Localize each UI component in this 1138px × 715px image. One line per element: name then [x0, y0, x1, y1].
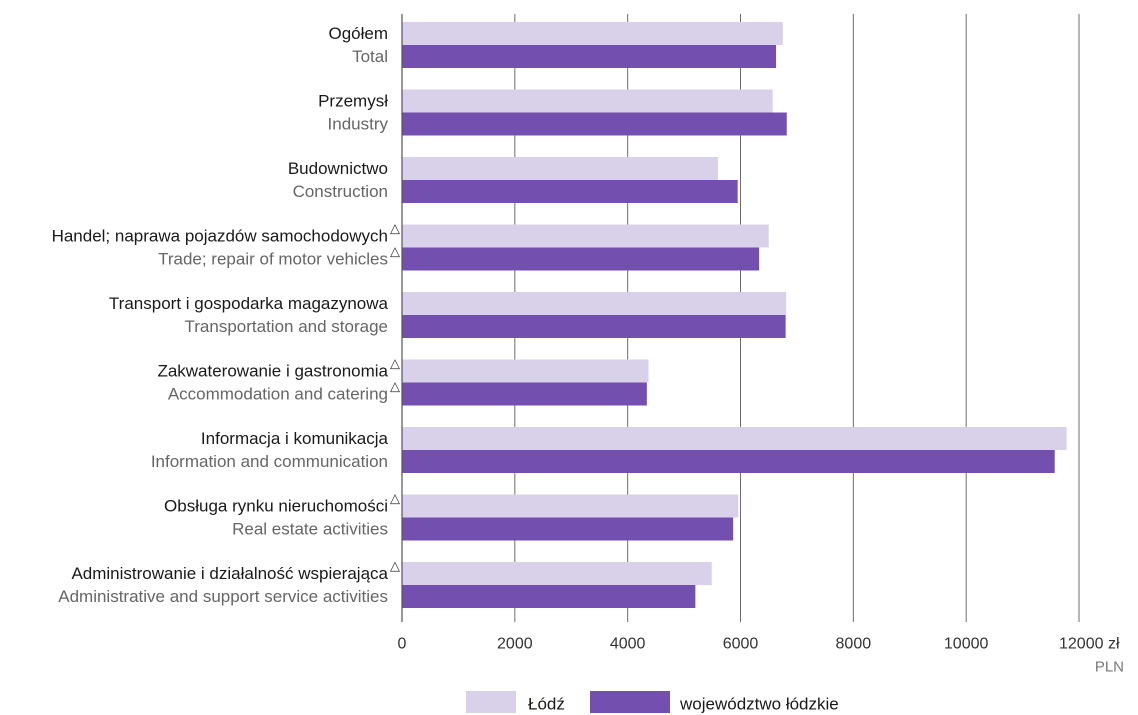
x-tick-label: 8000: [836, 636, 872, 653]
category-label-en: Construction: [293, 182, 388, 201]
triangle-marker: △: [390, 491, 400, 506]
bar-lodz: [402, 22, 783, 45]
bar-lodz: [402, 494, 739, 518]
bar-lodz: [402, 292, 787, 315]
x-tick-label: 10000: [944, 636, 989, 653]
x-axis-ticks: 0 2000 4000 6000 8000 10000 12000 zł PLN: [398, 636, 1124, 676]
x-tick-label: 4000: [610, 636, 646, 653]
triangle-marker: △: [390, 558, 400, 573]
x-tick-label: 0: [398, 636, 407, 653]
category-label-pl: Transport i gospodarka magazynowa: [109, 294, 389, 313]
bar-wojewodztwo: [402, 180, 738, 203]
triangle-marker: △: [390, 379, 400, 394]
legend-label-lodz: Łódź: [528, 695, 565, 714]
bar-wojewodztwo: [402, 382, 647, 406]
category-label-pl: Zakwaterowanie i gastronomia: [157, 362, 388, 381]
bar-wojewodztwo: [402, 517, 734, 541]
category-label-pl: Przemysł: [318, 92, 388, 111]
bar-wojewodztwo: [402, 585, 696, 608]
category-labels: Ogółem Total Przemysł Industry Budownictwo Co…: [52, 24, 400, 606]
category-label-en: Information and communication: [151, 452, 388, 471]
category-label-pl: Ogółem: [328, 24, 388, 43]
legend-swatch-lodz: [466, 691, 516, 713]
x-tick-label: 6000: [723, 636, 759, 653]
category-label-en: Trade; repair of motor vehicles: [158, 250, 388, 269]
category-label-pl: Informacja i komunikacja: [201, 429, 389, 448]
bar-lodz: [402, 562, 712, 585]
triangle-marker: △: [390, 221, 400, 236]
category-label-pl: Administrowanie i działalność wspierając…: [71, 564, 388, 583]
category-label-pl: Obsługa rynku nieruchomości: [164, 497, 388, 516]
bar-lodz: [402, 89, 773, 113]
bar-wojewodztwo: [402, 112, 787, 136]
bar-wojewodztwo: [402, 450, 1055, 473]
x-axis-unit: PLN: [1095, 659, 1124, 676]
category-label-en: Total: [352, 47, 388, 66]
category-label-en: Accommodation and catering: [168, 385, 388, 404]
bar-lodz: [402, 157, 718, 180]
category-label-en: Industry: [328, 115, 389, 134]
triangle-marker: △: [390, 244, 400, 259]
category-label-en: Real estate activities: [232, 520, 388, 539]
bar-wojewodztwo: [402, 247, 760, 271]
category-label-pl: Budownictwo: [288, 159, 388, 178]
legend: Łódź województwo łódzkie: [466, 691, 839, 714]
category-label-pl: Handel; naprawa pojazdów samochodowych: [52, 227, 388, 246]
x-tick-label: 2000: [497, 636, 533, 653]
legend-swatch-wojewodztwo: [590, 691, 670, 713]
bar-lodz: [402, 224, 769, 248]
bars: [402, 22, 1067, 608]
bar-wojewodztwo: [402, 315, 786, 338]
bar-wojewodztwo: [402, 45, 777, 68]
category-label-en: Transportation and storage: [185, 317, 389, 336]
triangle-marker: △: [390, 356, 400, 371]
category-label-en: Administrative and support service activ…: [58, 587, 388, 606]
x-tick-label: 12000 zł: [1059, 636, 1120, 653]
bar-lodz: [402, 359, 649, 383]
legend-label-wojewodztwo: województwo łódzkie: [679, 695, 839, 714]
bar-lodz: [402, 427, 1067, 450]
